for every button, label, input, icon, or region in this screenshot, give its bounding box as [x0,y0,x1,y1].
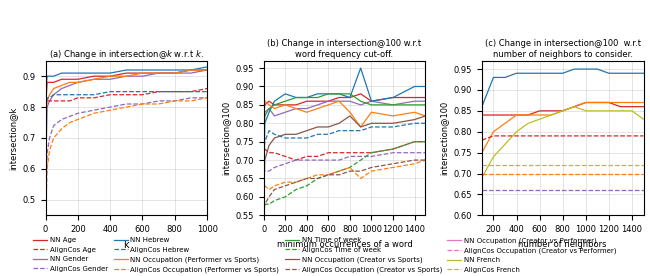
Y-axis label: intersection@100: intersection@100 [439,101,448,175]
X-axis label: k: k [124,240,129,250]
Legend: NN Age, AlignCos Age, NN Gender, AlignCos Gender, NN Hebrew, AlignCos Hebrew, NN: NN Age, AlignCos Age, NN Gender, AlignCo… [31,234,619,275]
Y-axis label: intersection@100: intersection@100 [221,101,230,175]
X-axis label: number of neighbors: number of neighbors [519,240,607,249]
Title: (a) Change in intersection@$k$ w.r.t $k$.: (a) Change in intersection@$k$ w.r.t $k$… [49,47,204,60]
X-axis label: minimum occurrences of a word: minimum occurrences of a word [277,240,412,249]
Y-axis label: intersection@k: intersection@k [8,106,17,170]
Title: (b) Change in intersection@100 w.r.t
word frequency cut-off.: (b) Change in intersection@100 w.r.t wor… [267,39,422,59]
Title: (c) Change in intersection@100  w.r.t
number of neighbors to consider.: (c) Change in intersection@100 w.r.t num… [485,39,641,59]
